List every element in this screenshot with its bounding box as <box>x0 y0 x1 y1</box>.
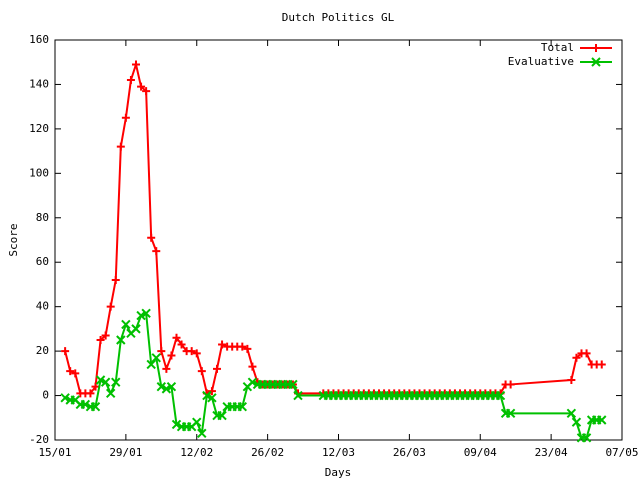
point-marker <box>567 376 576 384</box>
point-marker <box>581 433 592 443</box>
point-marker <box>146 359 156 370</box>
point-marker <box>197 428 207 439</box>
point-marker <box>572 353 581 362</box>
point-marker <box>60 393 70 403</box>
point-marker <box>95 375 106 385</box>
point-marker <box>80 399 91 410</box>
point-marker <box>96 336 105 344</box>
point-marker <box>131 324 141 334</box>
point-marker <box>100 377 111 387</box>
point-marker <box>136 310 146 321</box>
point-marker <box>61 347 70 356</box>
legend-marker <box>592 44 600 52</box>
point-marker <box>293 390 303 401</box>
point-marker <box>137 82 146 91</box>
point-marker <box>111 276 120 284</box>
point-marker <box>288 379 298 390</box>
point-marker <box>156 381 167 392</box>
point-marker <box>152 247 161 256</box>
point-marker <box>243 344 252 353</box>
x-tick-label: 26/02 <box>251 446 284 459</box>
point-marker <box>495 390 506 401</box>
point-marker <box>167 351 176 360</box>
legend-label: Total <box>541 41 574 54</box>
point-marker <box>157 347 166 356</box>
point-marker <box>91 382 100 391</box>
y-tick-label: 160 <box>29 33 49 46</box>
point-marker <box>147 233 156 242</box>
y-tick-label: 120 <box>29 122 49 135</box>
x-tick-label: 07/05 <box>605 446 638 459</box>
y-tick-label: 100 <box>29 166 49 179</box>
point-marker <box>121 113 130 122</box>
point-marker <box>90 401 101 412</box>
point-marker <box>207 393 217 403</box>
point-marker <box>248 362 257 371</box>
point-marker <box>126 76 135 84</box>
point-marker <box>218 340 227 349</box>
point-marker <box>105 388 116 399</box>
point-marker <box>166 381 177 392</box>
point-marker <box>66 367 75 376</box>
y-tick-label: 40 <box>36 300 49 313</box>
point-marker <box>192 417 202 427</box>
y-axis-label: Score <box>7 223 20 256</box>
point-marker <box>238 342 247 351</box>
x-tick-label: 23/04 <box>535 446 568 459</box>
point-marker <box>162 364 171 373</box>
point-marker <box>247 377 258 387</box>
point-marker <box>187 347 196 356</box>
point-marker <box>597 415 607 425</box>
point-marker <box>177 340 186 349</box>
chart-title: Dutch Politics GL <box>282 11 395 24</box>
point-marker <box>86 389 95 398</box>
point-marker <box>116 335 126 345</box>
point-marker <box>121 319 131 330</box>
y-tick-label: 80 <box>36 211 49 224</box>
legend-marker <box>591 57 601 67</box>
x-tick-label: 26/03 <box>393 446 426 459</box>
point-marker <box>197 367 206 376</box>
y-tick-label: 20 <box>36 344 49 357</box>
point-marker <box>506 380 515 389</box>
point-marker <box>207 387 216 396</box>
y-tick-label: 140 <box>29 77 49 90</box>
point-marker <box>597 360 606 369</box>
point-marker <box>582 349 591 358</box>
point-marker <box>142 87 151 96</box>
x-tick-label: 09/04 <box>464 446 497 459</box>
legend-label: Evaluative <box>508 55 574 68</box>
x-axis-label: Days <box>325 466 352 479</box>
point-marker <box>151 353 161 363</box>
point-marker <box>171 419 182 430</box>
y-tick-label: 60 <box>36 255 49 268</box>
point-marker <box>566 408 577 419</box>
y-tick-label: -20 <box>29 433 49 446</box>
point-marker <box>172 333 181 342</box>
point-marker <box>101 331 110 340</box>
point-marker <box>161 384 172 394</box>
point-marker <box>571 417 582 427</box>
point-marker <box>116 142 125 151</box>
x-tick-label: 15/01 <box>38 446 71 459</box>
x-tick-label: 12/03 <box>322 446 355 459</box>
point-marker <box>106 302 115 311</box>
point-marker <box>192 349 201 358</box>
x-tick-label: 12/02 <box>180 446 213 459</box>
point-marker <box>217 410 227 421</box>
point-marker <box>213 364 221 373</box>
point-marker <box>71 369 80 378</box>
y-tick-label: 0 <box>42 389 49 402</box>
point-marker <box>132 60 140 69</box>
point-marker <box>141 308 151 319</box>
point-marker <box>237 401 248 412</box>
point-marker <box>505 408 516 419</box>
point-marker <box>111 377 121 387</box>
point-marker <box>202 390 212 401</box>
x-tick-label: 29/01 <box>109 446 142 459</box>
